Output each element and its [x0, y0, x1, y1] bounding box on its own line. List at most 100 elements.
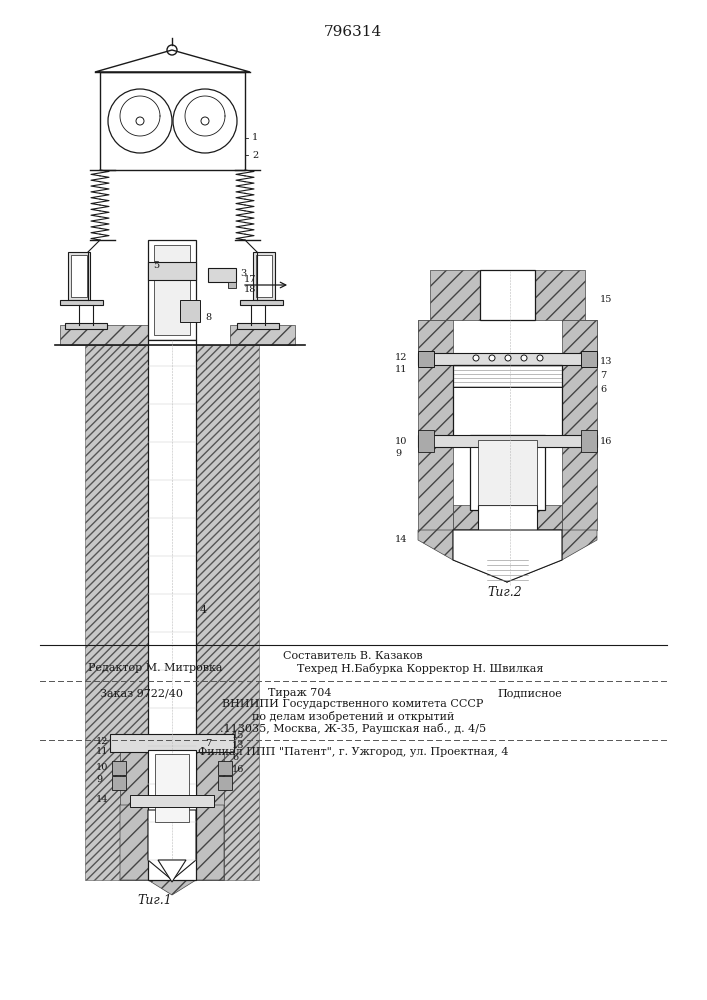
Bar	[581, 351, 597, 367]
Bar	[562, 320, 597, 440]
Polygon shape	[453, 530, 562, 582]
Text: 8: 8	[205, 312, 211, 322]
Bar	[112, 776, 126, 790]
Text: 10: 10	[96, 764, 108, 772]
Text: 12: 12	[96, 738, 108, 746]
Text: 14: 14	[395, 536, 407, 544]
Bar	[71, 255, 87, 297]
Bar	[562, 440, 597, 530]
Text: Составитель В. Казаков: Составитель В. Казаков	[284, 651, 423, 661]
Bar	[218, 761, 232, 775]
Circle shape	[537, 355, 543, 361]
Bar	[208, 268, 236, 282]
Text: по делам изобретений и открытий: по делам изобретений и открытий	[252, 710, 454, 722]
Text: 7: 7	[205, 740, 211, 748]
Circle shape	[201, 117, 209, 125]
Text: Редактор М. Митровка: Редактор М. Митровка	[88, 663, 222, 673]
Text: 9: 9	[395, 450, 401, 458]
Bar	[218, 776, 232, 790]
Text: Техред Н.Бабурка Корректор Н. Швилкая: Техред Н.Бабурка Корректор Н. Швилкая	[297, 662, 543, 674]
Text: 12: 12	[395, 354, 407, 362]
Bar	[418, 353, 597, 365]
Bar	[453, 505, 562, 530]
Text: .113035, Москва, Ж-35, Раушская наб., д. 4/5: .113035, Москва, Ж-35, Раушская наб., д.…	[220, 722, 486, 734]
Polygon shape	[418, 320, 430, 355]
Text: ВНИИПИ Государственного комитета СССР: ВНИИПИ Государственного комитета СССР	[222, 699, 484, 709]
Bar	[581, 430, 597, 452]
Polygon shape	[158, 860, 186, 882]
Polygon shape	[240, 300, 283, 305]
Text: 7: 7	[600, 370, 606, 379]
Bar	[148, 262, 196, 280]
Text: 11: 11	[96, 748, 108, 756]
Bar	[535, 270, 585, 320]
Text: 1: 1	[252, 133, 258, 142]
Bar	[418, 435, 597, 447]
Bar	[85, 345, 148, 880]
Bar	[418, 430, 434, 452]
Text: Филиал ППП "Патент", г. Ужгород, ул. Проектная, 4: Филиал ППП "Патент", г. Ужгород, ул. Про…	[198, 747, 508, 757]
Bar	[430, 270, 480, 320]
Bar	[470, 435, 545, 510]
Bar	[130, 795, 214, 807]
Polygon shape	[65, 323, 107, 329]
Polygon shape	[418, 530, 597, 560]
Text: 16: 16	[600, 438, 612, 446]
Polygon shape	[120, 805, 224, 895]
Bar	[155, 754, 189, 822]
Polygon shape	[60, 300, 103, 305]
Polygon shape	[453, 530, 562, 582]
Circle shape	[489, 355, 495, 361]
Bar	[478, 505, 537, 555]
Bar	[112, 761, 126, 775]
Text: 3: 3	[240, 269, 246, 278]
Bar	[228, 282, 236, 288]
Text: 16: 16	[232, 766, 245, 774]
Bar	[154, 245, 190, 335]
Bar	[418, 351, 434, 367]
Bar	[148, 240, 196, 340]
Text: Τиг.1: Τиг.1	[138, 894, 173, 906]
Bar	[418, 440, 453, 530]
Text: 6: 6	[232, 752, 238, 762]
Text: Τиг.2: Τиг.2	[488, 586, 522, 599]
Text: Тираж 704: Тираж 704	[268, 688, 332, 698]
Text: 4: 4	[200, 605, 207, 615]
Text: Подписное: Подписное	[498, 688, 562, 698]
Text: 9: 9	[96, 776, 102, 784]
Circle shape	[505, 355, 511, 361]
Text: 796314: 796314	[324, 25, 382, 39]
Bar	[453, 365, 562, 440]
Polygon shape	[95, 50, 250, 72]
Polygon shape	[487, 555, 528, 582]
Text: 18: 18	[244, 286, 257, 294]
Polygon shape	[585, 320, 597, 355]
Bar	[480, 270, 535, 320]
Bar	[110, 734, 234, 752]
Bar	[196, 735, 224, 805]
Bar	[120, 735, 148, 805]
Bar	[100, 72, 245, 170]
Bar	[196, 805, 224, 880]
Circle shape	[521, 355, 527, 361]
Circle shape	[473, 355, 479, 361]
Bar	[148, 340, 196, 880]
Circle shape	[136, 117, 144, 125]
Bar	[453, 365, 562, 387]
Text: Заказ 9722/40: Заказ 9722/40	[100, 688, 183, 698]
Text: 17: 17	[244, 275, 257, 284]
Text: 15: 15	[232, 730, 245, 740]
Text: 14: 14	[96, 796, 108, 804]
Bar	[120, 805, 148, 880]
Bar	[68, 252, 90, 300]
Text: 2: 2	[252, 150, 258, 159]
Bar	[478, 440, 537, 505]
Bar	[256, 255, 272, 297]
Bar	[60, 325, 148, 345]
Bar	[148, 750, 196, 825]
Bar	[180, 300, 200, 322]
Text: 5: 5	[153, 260, 159, 269]
Text: 13: 13	[600, 358, 612, 366]
Text: 10: 10	[395, 438, 407, 446]
Bar	[230, 325, 295, 345]
